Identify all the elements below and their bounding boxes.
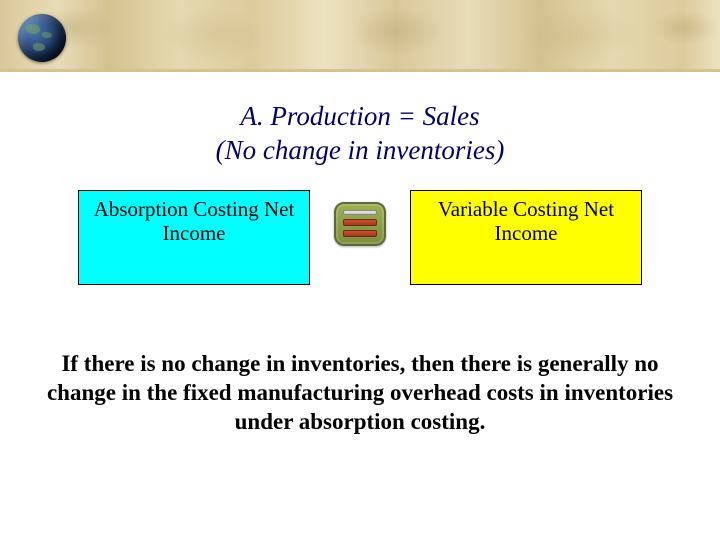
explanation-text: If there is no change in inventories, th… bbox=[0, 349, 720, 437]
title-line-2: (No change in inventories) bbox=[0, 134, 720, 168]
comparison-row: Absorption Costing Net Income Variable C… bbox=[0, 190, 720, 285]
variable-costing-label: Variable Costing Net Income bbox=[411, 197, 641, 247]
absorption-costing-box: Absorption Costing Net Income bbox=[78, 190, 310, 285]
globe-icon bbox=[18, 14, 66, 62]
banner-map-strip bbox=[0, 0, 720, 72]
absorption-costing-label: Absorption Costing Net Income bbox=[79, 197, 309, 247]
equals-bar-bottom bbox=[343, 230, 377, 237]
equals-icon bbox=[334, 202, 386, 246]
variable-costing-box: Variable Costing Net Income bbox=[410, 190, 642, 285]
equals-bar-mid bbox=[343, 219, 377, 226]
equals-bar-top bbox=[343, 210, 377, 215]
title-line-1: A. Production = Sales bbox=[0, 100, 720, 134]
slide-title: A. Production = Sales (No change in inve… bbox=[0, 100, 720, 168]
